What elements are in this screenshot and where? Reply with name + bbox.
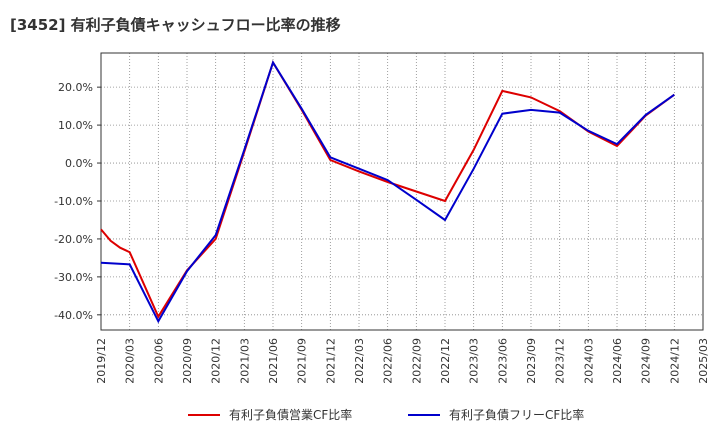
- plot-area: [101, 53, 703, 330]
- plot-border: [100, 52, 704, 331]
- legend-label-1: 有利子負債営業CF比率: [229, 407, 352, 422]
- x-tick-label: 2021/03: [238, 338, 251, 384]
- legend-label-2: 有利子負債フリーCF比率: [449, 407, 584, 422]
- x-tick-label: 2020/03: [124, 338, 137, 384]
- y-tick-label: -10.0%: [54, 195, 93, 208]
- x-tick-label: 2021/06: [267, 338, 280, 384]
- grid-lines: [100, 53, 704, 330]
- x-tick-label: 2023/06: [496, 338, 509, 384]
- series-line-2: [100, 60, 675, 324]
- x-tick-label: 2024/09: [640, 338, 653, 384]
- x-tick-label: 2020/09: [181, 338, 194, 384]
- series-lines: [100, 60, 675, 324]
- x-tick-label: 2023/12: [554, 338, 567, 384]
- axes: 2019/12 2020/03 2020/06 2020/09 2020/12 2021/…: [54, 52, 710, 384]
- x-tick-label: 2019/12: [95, 338, 108, 384]
- y-tick-label: 0.0%: [65, 157, 93, 170]
- y-tick-label: -20.0%: [54, 233, 93, 246]
- x-tick-label: 2020/06: [152, 338, 165, 384]
- x-tick-label: 2021/12: [324, 338, 337, 384]
- y-tick-label: -30.0%: [54, 271, 93, 284]
- x-tick-label: 2022/09: [410, 338, 423, 384]
- chart-title: [3452] 有利子負債キャッシュフロー比率の推移: [10, 16, 341, 34]
- x-tick-label: 2022/12: [439, 338, 452, 384]
- y-tick-label: 20.0%: [58, 81, 93, 94]
- x-tick-label: 2022/03: [353, 338, 366, 384]
- y-tick-label: -40.0%: [54, 309, 93, 322]
- x-tick-label: 2023/03: [468, 338, 481, 384]
- x-tick-label: 2022/06: [382, 338, 395, 384]
- x-tick-label: 2021/09: [296, 338, 309, 384]
- y-tick-label: 10.0%: [58, 119, 93, 132]
- x-tick-label: 2024/06: [611, 338, 624, 384]
- x-tick-label: 2023/09: [525, 338, 538, 384]
- x-tick-label: 2020/12: [210, 338, 223, 384]
- x-tick-label: 2024/12: [668, 338, 681, 384]
- x-tick-label: 2024/03: [582, 338, 595, 384]
- legend: 有利子負債営業CF比率 有利子負債フリーCF比率: [188, 407, 584, 422]
- x-tick-label: 2025/03: [697, 338, 710, 384]
